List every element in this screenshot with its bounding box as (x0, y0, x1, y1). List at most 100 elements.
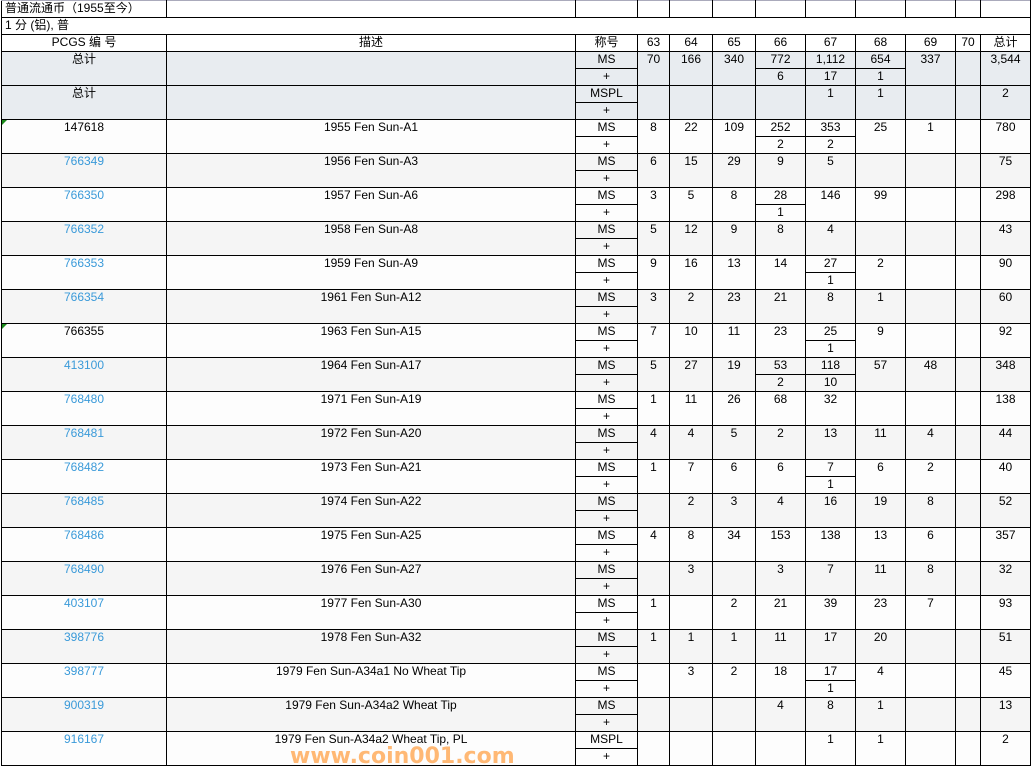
pcgs-number-link[interactable]: 766350 (1, 187, 167, 222)
grade-count-cell: 2 (712, 663, 756, 698)
designation-cell: MSPL (575, 85, 638, 103)
total-cell: 298 (980, 187, 1031, 222)
pcgs-number-link[interactable]: 916167 (1, 731, 167, 766)
grade-count-cell: 1 (805, 731, 856, 766)
grade-count-cell: 16 (805, 493, 856, 528)
empty-cell (575, 0, 638, 18)
grade-count-cell: 7 (669, 459, 713, 494)
plus-designation-cell: + (575, 204, 638, 222)
pcgs-number-link[interactable]: 766353 (1, 255, 167, 290)
grade-count-cell: 8 (805, 697, 856, 732)
grade-count-cell: 5 (637, 221, 670, 256)
grade-count-cell: 9 (755, 153, 806, 188)
pcgs-number-link[interactable]: 768485 (1, 493, 167, 528)
pcgs-number-link[interactable]: 900319 (1, 697, 167, 732)
description-cell: 1961 Fen Sun-A12 (166, 289, 576, 324)
grade-count-cell (955, 493, 981, 528)
grade-count-cell: 1 (669, 629, 713, 664)
table-row: 147618 1955 Fen Sun-A1 MS 8 22 109 252 353 25 1 78… (1, 119, 1031, 154)
plus-designation-cell: + (575, 612, 638, 630)
grade-count-cell: 1,112 (805, 51, 856, 69)
grade-count-cell: 7 (637, 323, 670, 358)
pcgs-number-link[interactable]: 768482 (1, 459, 167, 494)
grade-count-cell: 17 (805, 663, 856, 681)
empty-cell (855, 0, 906, 18)
grade-count-cell: 3 (637, 289, 670, 324)
pcgs-number-link[interactable]: 768480 (1, 391, 167, 426)
description-cell: 1978 Fen Sun-A32 (166, 629, 576, 664)
grade-count-cell: 22 (669, 119, 713, 154)
total-cell: 348 (980, 357, 1031, 392)
empty-cell (805, 0, 856, 18)
grade-count-cell: 68 (755, 391, 806, 426)
pcgs-number-link[interactable]: 768490 (1, 561, 167, 596)
grade-count-cell: 7 (805, 561, 856, 596)
grade-count-cell: 9 (855, 323, 906, 358)
plus-designation-cell: + (575, 408, 638, 426)
designation-cell: MS (575, 459, 638, 477)
grade-count-cell: 27 (805, 255, 856, 273)
table-row: 766349 1956 Fen Sun-A3 MS 6 15 29 9 5 75 (1, 153, 1031, 188)
total-cell: 357 (980, 527, 1031, 562)
grade-count-cell: 9 (637, 255, 670, 290)
pcgs-number-link[interactable]: 766354 (1, 289, 167, 324)
designation-cell: MS (575, 119, 638, 137)
total-cell: 52 (980, 493, 1031, 528)
grade-count-cell: 6 (755, 459, 806, 494)
grade-count-cell: 11 (855, 561, 906, 596)
designation-cell: MSPL (575, 731, 638, 749)
total-cell: 92 (980, 323, 1031, 358)
grade-count-cell (955, 187, 981, 222)
grade-count-cell: 1 (855, 85, 906, 120)
plus-grade-count-cell: 1 (805, 476, 856, 494)
table-row: 768485 1974 Fen Sun-A22 MS 2 3 4 16 19 8 52 (1, 493, 1031, 528)
pcgs-number-link[interactable]: 403107 (1, 595, 167, 630)
plus-designation-cell: + (575, 646, 638, 664)
pcgs-number-link[interactable]: 413100 (1, 357, 167, 392)
designation-cell: MS (575, 425, 638, 443)
grade-count-cell (955, 153, 981, 188)
pcgs-number-link[interactable]: 398776 (1, 629, 167, 664)
description-cell: 1975 Fen Sun-A25 (166, 527, 576, 562)
grade-count-cell: 2 (669, 493, 713, 528)
grade-count-cell: 5 (805, 153, 856, 188)
description-cell: 1972 Fen Sun-A20 (166, 425, 576, 460)
grade-count-cell (955, 51, 981, 86)
grade-count-cell: 13 (712, 255, 756, 290)
grade-count-cell (955, 731, 981, 766)
pcgs-number-link[interactable]: 766352 (1, 221, 167, 256)
grade-count-cell: 27 (669, 357, 713, 392)
grade-count-cell: 17 (805, 629, 856, 664)
grade-count-cell (955, 255, 981, 290)
table-row: 916167 1979 Fen Sun-A34a2 Wheat Tip, PL MS… (1, 731, 1031, 766)
table-row: 766355 1963 Fen Sun-A15 MS 7 10 11 23 25 9 92 (1, 323, 1031, 358)
designation-cell: MS (575, 595, 638, 613)
total-cell: 3,544 (980, 51, 1031, 86)
plus-designation-cell: + (575, 578, 638, 596)
grade-count-cell: 109 (712, 119, 756, 154)
designation-cell: MS (575, 289, 638, 307)
grade-count-cell (955, 221, 981, 256)
watermark: www.coin001.com (290, 744, 515, 769)
section-title: 普通流通币（1955至今） (1, 0, 167, 18)
grade-count-cell (905, 255, 956, 290)
total-cell: 44 (980, 425, 1031, 460)
pcgs-number-link[interactable]: 768486 (1, 527, 167, 562)
pcgs-number-link[interactable]: 398777 (1, 663, 167, 698)
total-label: 总计 (1, 51, 167, 86)
header-designation: 称号 (575, 34, 638, 52)
plus-designation-cell: + (575, 510, 638, 528)
grade-count-cell: 1 (855, 289, 906, 324)
grade-count-cell: 57 (855, 357, 906, 392)
grade-count-cell: 1 (712, 629, 756, 664)
grade-count-cell: 337 (905, 51, 956, 86)
pcgs-number-link[interactable]: 768481 (1, 425, 167, 460)
pcgs-number-link[interactable]: 766349 (1, 153, 167, 188)
grade-count-cell: 14 (755, 255, 806, 290)
grade-count-cell: 153 (755, 527, 806, 562)
grade-count-cell (955, 629, 981, 664)
grade-count-cell (955, 357, 981, 392)
total-cell: 40 (980, 459, 1031, 494)
total-cell: 90 (980, 255, 1031, 290)
grade-count-cell (955, 697, 981, 732)
